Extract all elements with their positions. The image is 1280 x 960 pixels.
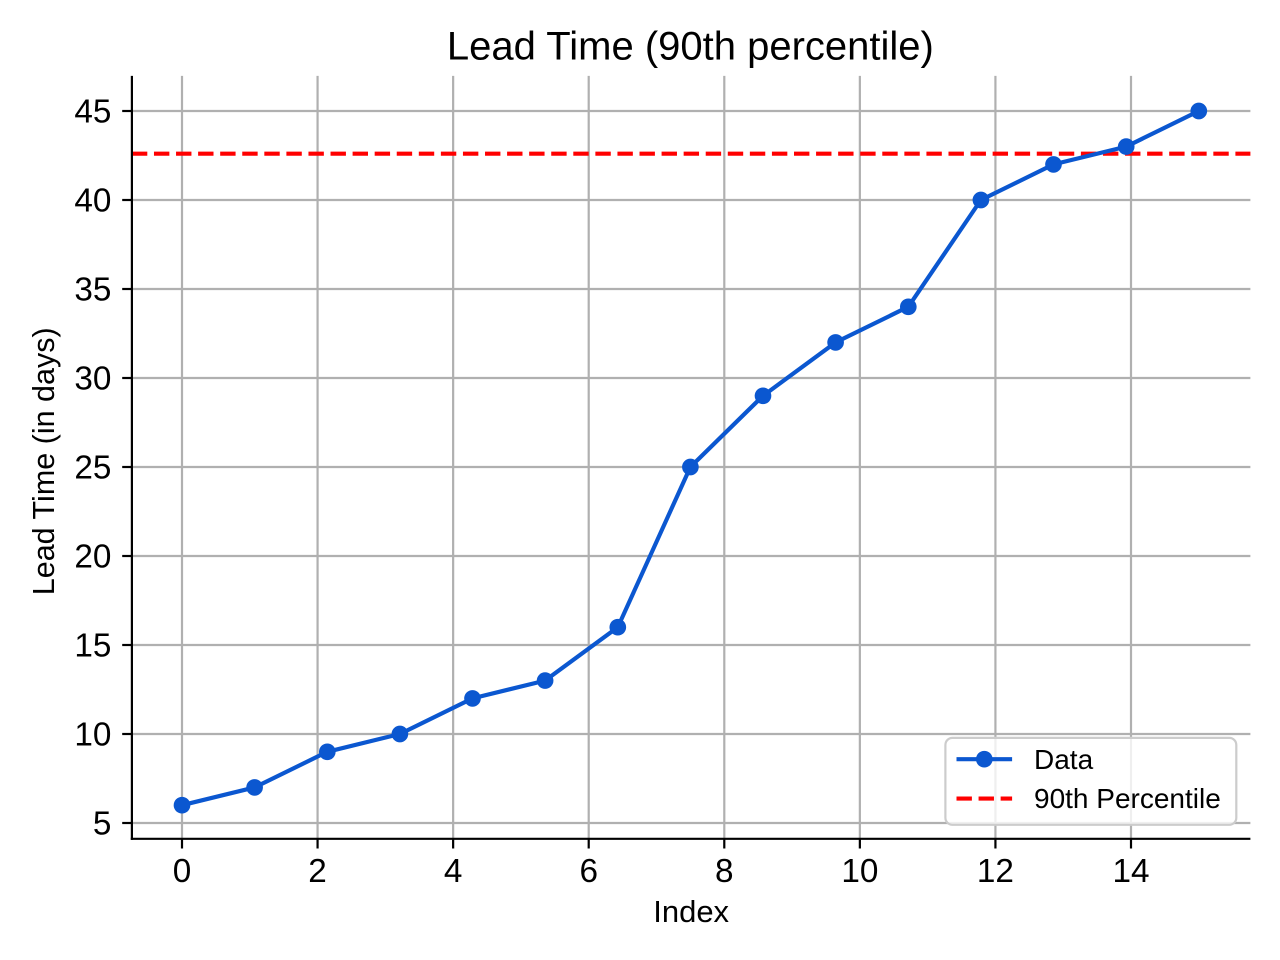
svg-text:30: 30 bbox=[74, 361, 111, 398]
svg-text:4: 4 bbox=[444, 853, 463, 890]
svg-text:10: 10 bbox=[841, 853, 878, 890]
svg-text:15: 15 bbox=[74, 628, 111, 665]
svg-text:14: 14 bbox=[1112, 853, 1149, 890]
svg-text:0: 0 bbox=[173, 853, 192, 890]
svg-text:20: 20 bbox=[74, 539, 111, 576]
svg-text:90th Percentile: 90th Percentile bbox=[1034, 783, 1221, 814]
svg-text:35: 35 bbox=[74, 272, 111, 309]
svg-text:6: 6 bbox=[579, 853, 598, 890]
svg-text:Data: Data bbox=[1034, 744, 1094, 775]
svg-text:25: 25 bbox=[74, 450, 111, 487]
svg-text:40: 40 bbox=[74, 183, 111, 220]
svg-text:Lead Time (in days): Lead Time (in days) bbox=[27, 327, 61, 595]
svg-text:10: 10 bbox=[74, 717, 111, 754]
svg-text:2: 2 bbox=[308, 853, 327, 890]
svg-text:8: 8 bbox=[715, 853, 734, 890]
svg-text:Index: Index bbox=[653, 894, 729, 929]
svg-text:45: 45 bbox=[74, 94, 111, 131]
svg-text:Lead Time (90th percentile): Lead Time (90th percentile) bbox=[447, 25, 934, 69]
svg-text:5: 5 bbox=[93, 806, 112, 843]
svg-text:12: 12 bbox=[977, 853, 1014, 890]
